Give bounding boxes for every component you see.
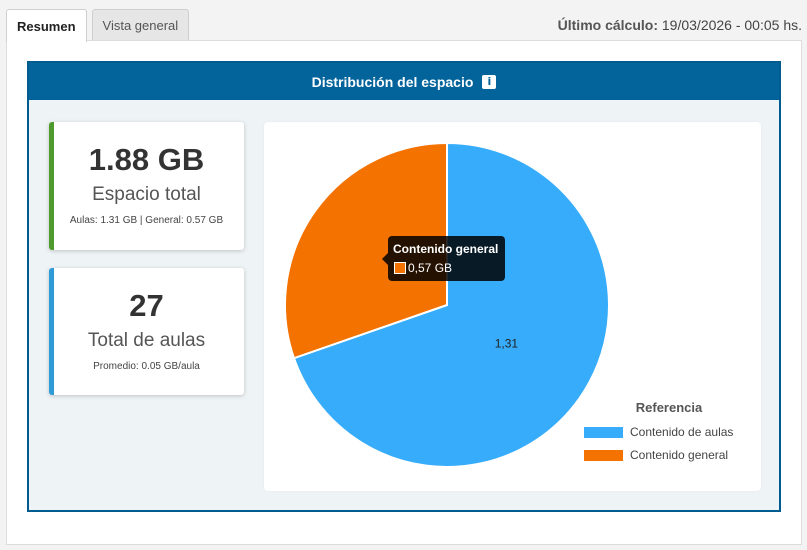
box-title: Distribución del espacio [311,73,474,90]
space-distribution-box: Distribución del espacio i 1.88 GB Espac… [27,61,781,512]
pie-chart-card: 1,31 Contenido general 0,57 GB Referenci… [264,122,761,491]
last-calculation-value: 19/03/2026 - 00:05 hs. [658,17,802,33]
chart-tooltip: Contenido general 0,57 GB [382,236,505,281]
last-calculation: Último cálculo: 19/03/2026 - 00:05 hs. [558,17,802,33]
legend-item-aulas[interactable]: Contenido de aulas [584,425,744,439]
total-classes-label: Total de aulas [87,330,206,351]
last-calculation-label: Último cálculo: [557,17,658,33]
total-classes-card: 27 Total de aulas Promedio: 0.05 GB/aula [49,268,244,395]
total-classes-value: 27 [129,288,164,323]
summary-panel: Distribución del espacio i 1.88 GB Espac… [6,40,802,545]
legend-swatch [584,426,623,438]
legend-label: Contenido general [630,448,729,462]
tab-resumen[interactable]: Resumen [6,9,87,42]
tab-bar: Resumen Vista general [6,9,190,42]
total-classes-detail: Promedio: 0.05 GB/aula [93,361,200,372]
total-space-value: 1.88 GB [88,142,205,177]
info-icon[interactable]: i [482,74,497,89]
card-accent-bar [49,268,54,395]
pie-slice-aulas[interactable] [292,141,610,468]
card-accent-bar [49,122,54,250]
slice-value-label: 1,31 [495,336,519,350]
legend-swatch [584,449,623,461]
total-space-label: Espacio total [92,184,201,205]
pie-chart: 1,31 [284,141,610,468]
tooltip-swatch [394,262,406,274]
tooltip-title: Contenido general [393,242,499,256]
chart-legend: Referencia Contenido de aulas Contenido … [584,400,744,471]
total-space-detail: Aulas: 1.31 GB | General: 0.57 GB [69,215,224,226]
total-space-card: 1.88 GB Espacio total Aulas: 1.31 GB | G… [49,122,244,250]
legend-item-general[interactable]: Contenido general [584,448,744,462]
legend-label: Contenido de aulas [630,425,734,439]
tab-vista-general[interactable]: Vista general [91,9,190,41]
tooltip-row: 0,57 GB [393,261,500,275]
tooltip-value: 0,57 GB [408,261,453,275]
box-header: Distribución del espacio i [29,63,779,100]
pie-slice-general[interactable] [284,141,448,360]
legend-title: Referencia [635,400,703,415]
